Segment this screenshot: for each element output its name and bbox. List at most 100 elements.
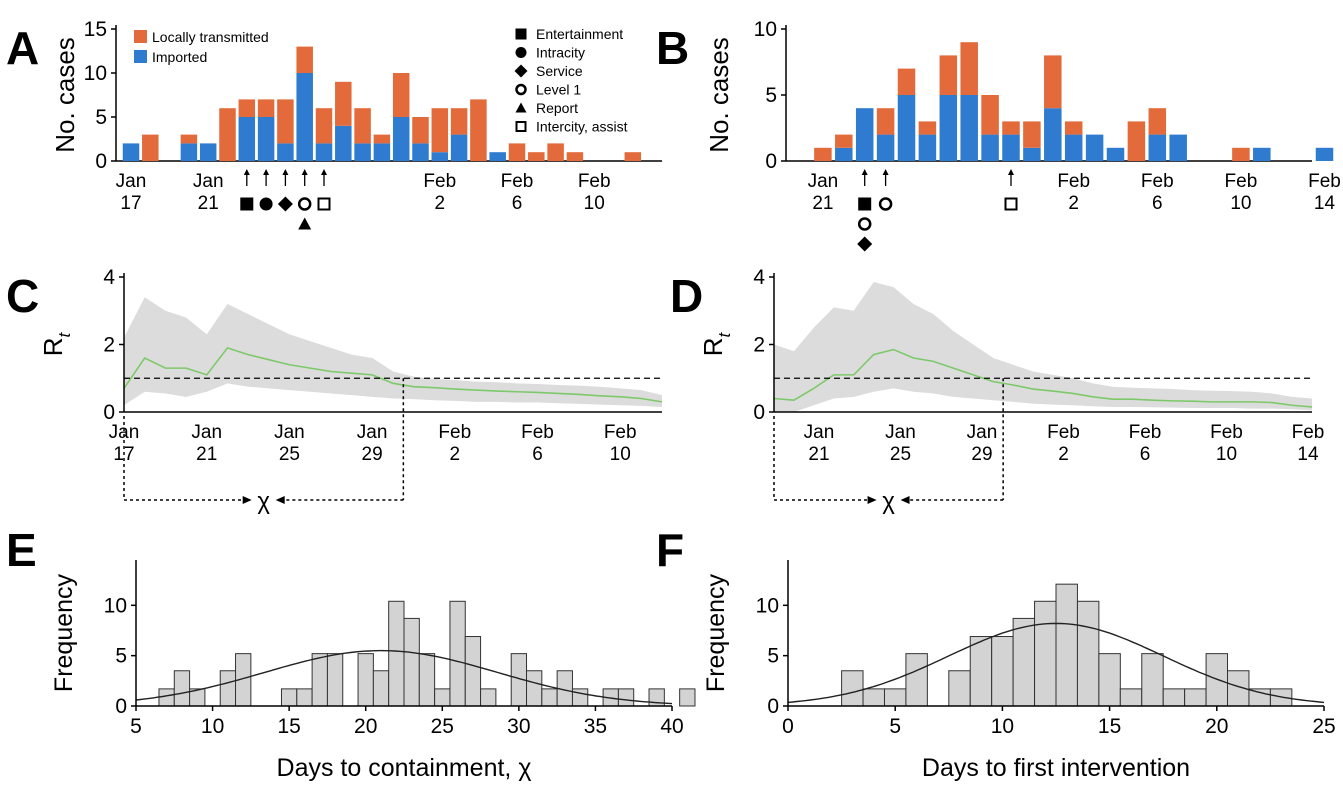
histogram-bar xyxy=(1012,617,1036,707)
bar-imported xyxy=(335,125,352,161)
bar-locally-transmitted xyxy=(1232,147,1250,161)
x-tick-label: 10 xyxy=(584,193,605,214)
x-tick-label: Feb xyxy=(1225,171,1258,192)
filled-circle-marker xyxy=(259,197,273,211)
bar-imported xyxy=(122,143,140,161)
rt-line xyxy=(773,348,1313,408)
histogram-bar xyxy=(464,636,482,707)
histogram-bar xyxy=(357,653,374,707)
x-tick-label: 6 xyxy=(1140,444,1151,465)
bar-imported xyxy=(315,143,333,161)
histogram-bar xyxy=(841,670,864,707)
intervention-arrow-head xyxy=(301,169,308,175)
x-axis-label: Days to first intervention xyxy=(922,754,1190,782)
intervention-arrow-head xyxy=(861,169,868,175)
x-tick-label: 6 xyxy=(532,444,543,465)
x-axis-label: Days to containment, χ xyxy=(277,754,532,782)
x-tick-label: 0 xyxy=(782,715,794,738)
bar-locally-transmitted xyxy=(238,99,256,117)
x-tick-label: Feb xyxy=(501,171,534,192)
x-tick-label: 21 xyxy=(198,193,219,214)
bar-locally-transmitted xyxy=(835,134,853,148)
bar-imported xyxy=(876,134,895,161)
x-tick-label: Jan xyxy=(885,422,916,443)
bar-locally-transmitted xyxy=(1002,121,1020,135)
bar-locally-transmitted xyxy=(335,81,352,126)
y-tick-label: 0 xyxy=(765,150,777,173)
x-tick-label: 25 xyxy=(431,715,454,738)
y-tick-label: 2 xyxy=(103,334,115,357)
y-tick-label: 10 xyxy=(756,594,779,617)
bar-locally-transmitted xyxy=(814,147,832,161)
bar-locally-transmitted xyxy=(315,108,333,144)
y-tick-label: 4 xyxy=(753,266,765,289)
x-tick-label: Jan xyxy=(274,422,305,443)
intervention-legend-label: Entertainment xyxy=(536,26,623,42)
bar-imported xyxy=(960,95,978,161)
bar-locally-transmitted xyxy=(1044,55,1062,109)
x-tick-label: 25 xyxy=(1312,715,1335,738)
bar-locally-transmitted xyxy=(624,152,642,161)
open-circle-marker xyxy=(857,217,872,231)
legend-swatch-imported xyxy=(134,50,147,63)
histogram-bar xyxy=(219,670,237,707)
y-tick-label: 5 xyxy=(95,106,107,129)
x-tick-label: Feb xyxy=(1129,422,1162,443)
bar-imported xyxy=(981,134,999,161)
x-tick-label: Feb xyxy=(1292,422,1325,443)
x-tick-label: Feb xyxy=(521,422,554,443)
x-tick-label: 25 xyxy=(890,444,911,465)
y-tick-label: 5 xyxy=(767,645,779,668)
panel-label-c: C xyxy=(6,270,39,322)
x-tick-label: 5 xyxy=(130,715,142,738)
bar-locally-transmitted xyxy=(257,99,275,117)
histogram-bar xyxy=(948,670,971,707)
y-tick-label: 0 xyxy=(95,150,107,173)
panel-label-a: A xyxy=(6,22,39,74)
x-tick-label: Jan xyxy=(808,171,839,192)
histogram-bar xyxy=(526,670,543,707)
histogram-bar xyxy=(541,688,558,707)
histogram-bar xyxy=(311,653,328,707)
open-circle-marker xyxy=(878,197,893,211)
bar-imported xyxy=(1148,134,1167,161)
x-tick-label: Feb xyxy=(423,171,456,192)
histogram-bar xyxy=(1034,600,1057,707)
filled-diamond-marker xyxy=(277,196,293,212)
bar-locally-transmitted xyxy=(1127,121,1146,161)
panel-label-e: E xyxy=(6,524,37,576)
histogram-bar xyxy=(969,636,993,707)
bar-locally-transmitted xyxy=(354,108,371,144)
bar-imported xyxy=(450,134,468,161)
bar-imported xyxy=(1169,134,1187,161)
x-tick-label: 15 xyxy=(1098,715,1121,738)
open-square-marker xyxy=(1004,197,1018,211)
bar-imported xyxy=(296,73,313,161)
histogram-bar xyxy=(1076,600,1100,707)
bar-locally-transmitted xyxy=(566,152,584,161)
x-tick-label: 14 xyxy=(1314,193,1336,214)
histogram-bar xyxy=(1248,688,1271,707)
panel-label-f: F xyxy=(656,524,684,576)
y-tick-label: 0 xyxy=(767,695,779,718)
intervention-arrow-head xyxy=(282,169,289,175)
y-axis-label: No. cases xyxy=(704,37,734,153)
chi-arrowhead-left xyxy=(242,496,252,504)
x-tick-label: Jan xyxy=(116,171,147,192)
filled-triangle-legend-marker xyxy=(515,102,527,113)
bar-locally-transmitted xyxy=(296,46,313,73)
histogram-bar xyxy=(434,688,451,707)
bar-imported xyxy=(199,143,217,161)
y-axis-label: Frequency xyxy=(702,573,730,692)
histogram-bar xyxy=(1119,688,1143,707)
x-tick-label: 14 xyxy=(1297,444,1319,465)
y-axis-label: Rt xyxy=(698,331,734,356)
normal-fit-curve xyxy=(787,622,1325,704)
bar-imported xyxy=(489,152,506,161)
open-square-marker xyxy=(317,197,331,211)
open-circle-legend-marker xyxy=(515,83,527,96)
bar-imported xyxy=(855,108,874,161)
intervention-arrow-head xyxy=(1008,169,1014,175)
